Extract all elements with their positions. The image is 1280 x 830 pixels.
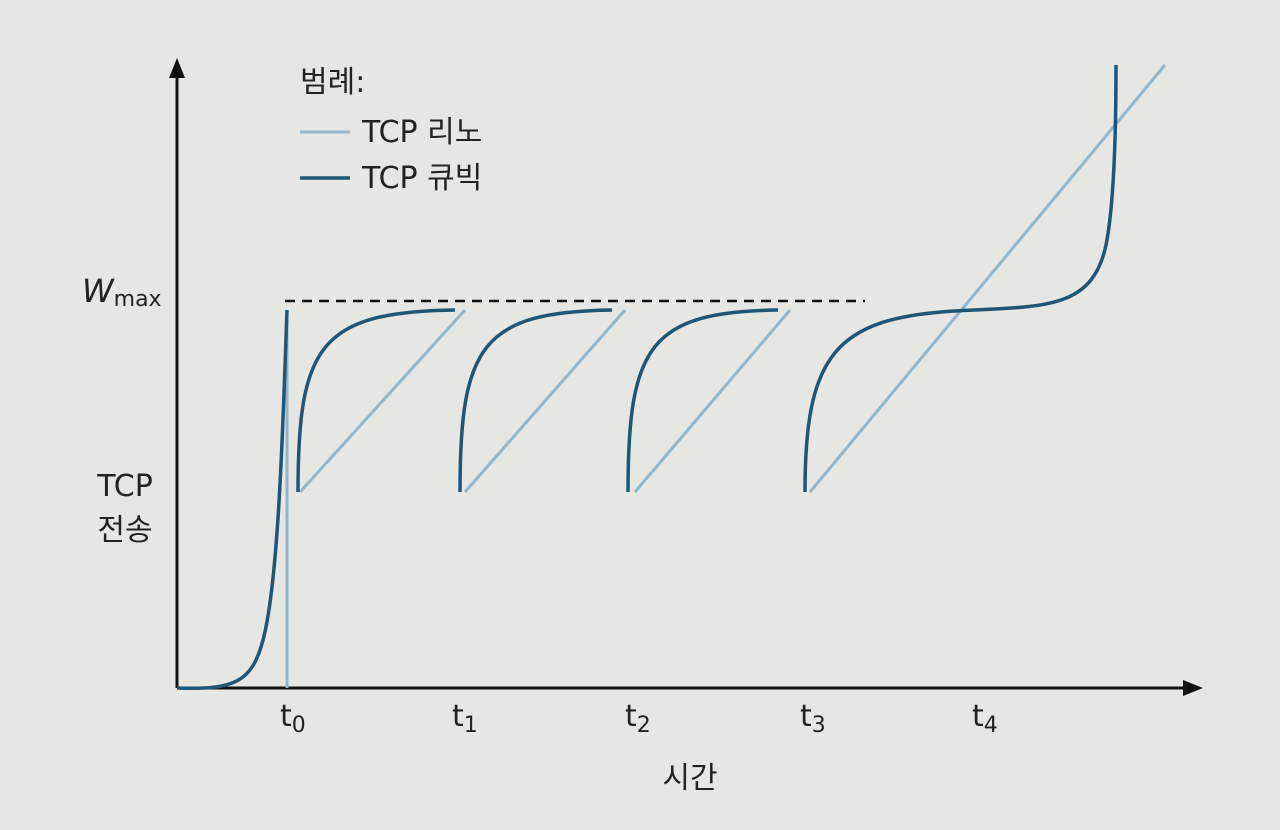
wmax-label: Wmax bbox=[82, 272, 162, 312]
y-arrow bbox=[169, 58, 185, 78]
legend-label: TCP 큐빅 bbox=[361, 161, 482, 196]
x-tick-sub: 0 bbox=[292, 713, 306, 738]
x-tick-sub: 1 bbox=[464, 713, 478, 738]
x-tick-main: t bbox=[972, 699, 984, 734]
legend-title: 범례: bbox=[300, 65, 365, 100]
x-arrow bbox=[1183, 680, 1203, 696]
x-tick-main: t bbox=[800, 699, 812, 734]
wmax-sub: max bbox=[114, 287, 162, 312]
y-label: 전송 bbox=[97, 513, 152, 548]
cubic-line bbox=[296, 308, 456, 493]
x-tick-main: t bbox=[452, 699, 464, 734]
wmax-main: W bbox=[82, 272, 115, 310]
x-tick-label: t1 bbox=[452, 699, 478, 738]
cubic-line bbox=[176, 309, 289, 691]
x-tick-sub: 3 bbox=[812, 713, 826, 738]
x-label: 시간 bbox=[662, 761, 717, 796]
x-tick-main: t bbox=[625, 699, 637, 734]
x-tick-label: t3 bbox=[800, 699, 826, 738]
x-tick-label: t4 bbox=[972, 699, 998, 738]
y-label: TCP bbox=[96, 469, 153, 504]
x-tick-main: t bbox=[280, 699, 292, 734]
reno-line bbox=[808, 64, 1167, 493]
cubic-line bbox=[626, 308, 779, 493]
cubic-line bbox=[803, 64, 1118, 493]
reno-line bbox=[298, 308, 467, 494]
x-tick-label: t2 bbox=[625, 699, 651, 738]
x-tick-sub: 4 bbox=[984, 713, 998, 738]
x-tick-sub: 2 bbox=[637, 713, 651, 738]
reno-line bbox=[463, 309, 627, 493]
reno-line bbox=[633, 309, 792, 493]
legend-label: TCP 리노 bbox=[361, 115, 482, 150]
x-tick-label: t0 bbox=[280, 699, 306, 738]
cubic-line bbox=[458, 308, 613, 493]
x-ticks: t0 t1 t2 t3 t4 bbox=[280, 699, 998, 738]
